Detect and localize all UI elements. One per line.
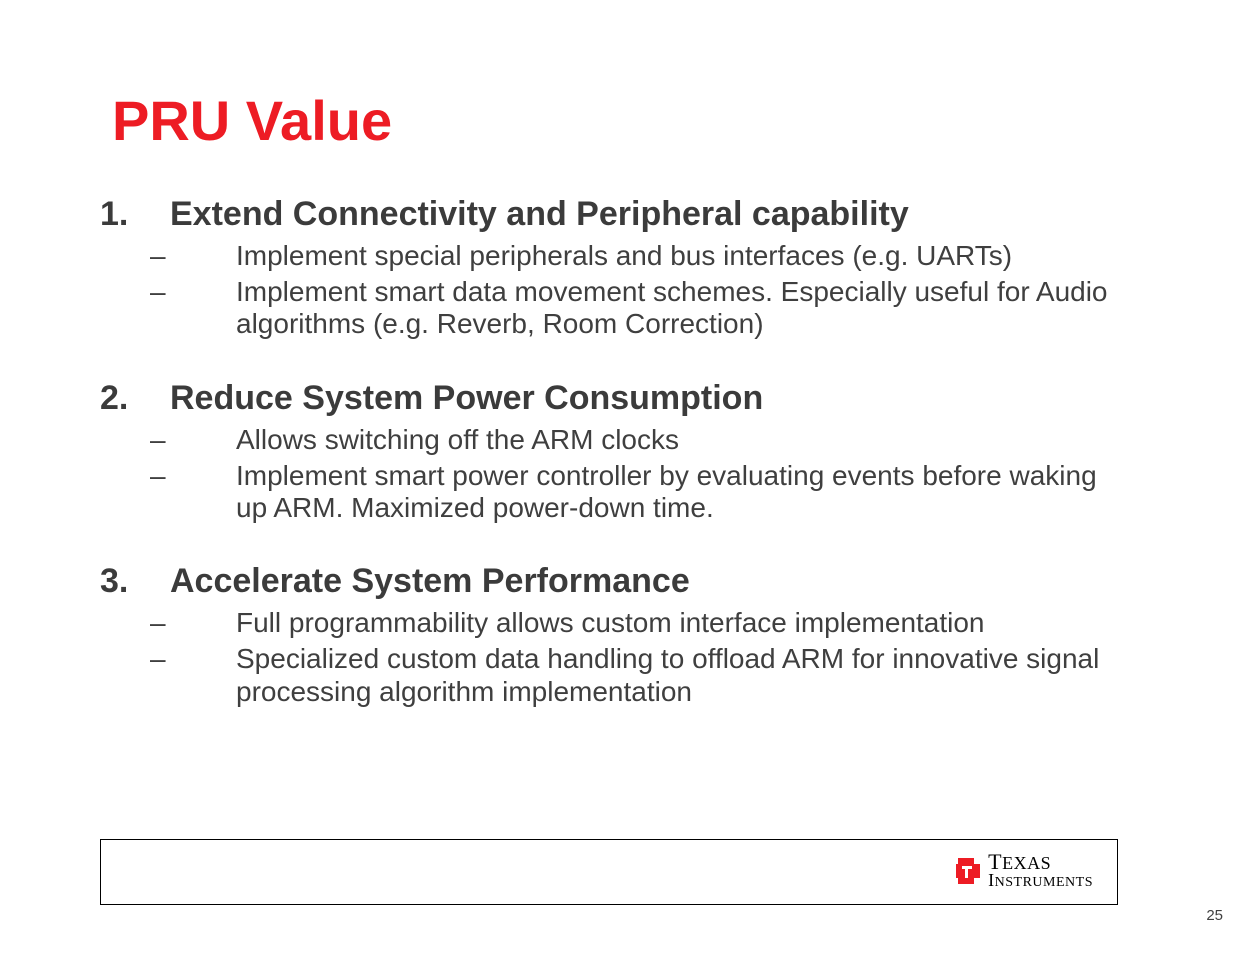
bullet-item: – Allows switching off the ARM clocks <box>100 424 1110 456</box>
dash-icon: – <box>150 643 184 675</box>
page-number: 25 <box>1206 907 1223 924</box>
bullet-item: – Full programmability allows custom int… <box>100 607 1110 639</box>
section-number: 1. <box>100 195 146 234</box>
ti-logo-text-top: TEXAS <box>988 852 1093 873</box>
footer-bar: TEXAS INSTRUMENTS <box>100 839 1118 905</box>
dash-icon: – <box>150 240 184 272</box>
section-1: 1. Extend Connectivity and Peripheral ca… <box>100 195 1110 341</box>
section-heading-text: Accelerate System Performance <box>170 562 690 601</box>
ti-logo-text-bottom: INSTRUMENTS <box>988 872 1093 889</box>
dash-icon: – <box>150 276 184 308</box>
bullet-text: Implement smart power controller by eval… <box>184 460 1110 524</box>
dash-icon: – <box>150 424 184 456</box>
section-heading-text: Reduce System Power Consumption <box>170 379 763 418</box>
bullet-text: Implement special peripherals and bus in… <box>184 240 1110 272</box>
section-heading-text: Extend Connectivity and Peripheral capab… <box>170 195 909 234</box>
bullet-item: – Specialized custom data handling to of… <box>100 643 1110 707</box>
slide-title: PRU Value <box>112 88 392 153</box>
section-heading: 1. Extend Connectivity and Peripheral ca… <box>100 195 1110 234</box>
bullet-text: Specialized custom data handling to offl… <box>184 643 1110 707</box>
bullet-text: Allows switching off the ARM clocks <box>184 424 1110 456</box>
dash-icon: – <box>150 460 184 492</box>
bullet-text: Implement smart data movement schemes. E… <box>184 276 1110 340</box>
section-heading: 2. Reduce System Power Consumption <box>100 379 1110 418</box>
section-3: 3. Accelerate System Performance – Full … <box>100 562 1110 708</box>
bullet-item: – Implement special peripherals and bus … <box>100 240 1110 272</box>
bullet-text: Full programmability allows custom inter… <box>184 607 1110 639</box>
section-number: 2. <box>100 379 146 418</box>
ti-chip-icon <box>954 856 982 886</box>
slide-body: 1. Extend Connectivity and Peripheral ca… <box>100 195 1110 746</box>
ti-logo-text: TEXAS INSTRUMENTS <box>988 852 1093 889</box>
section-2: 2. Reduce System Power Consumption – All… <box>100 379 1110 525</box>
bullet-item: – Implement smart data movement schemes.… <box>100 276 1110 340</box>
slide: PRU Value 1. Extend Connectivity and Per… <box>0 0 1235 954</box>
ti-logo: TEXAS INSTRUMENTS <box>954 852 1093 889</box>
section-heading: 3. Accelerate System Performance <box>100 562 1110 601</box>
bullet-item: – Implement smart power controller by ev… <box>100 460 1110 524</box>
section-number: 3. <box>100 562 146 601</box>
dash-icon: – <box>150 607 184 639</box>
